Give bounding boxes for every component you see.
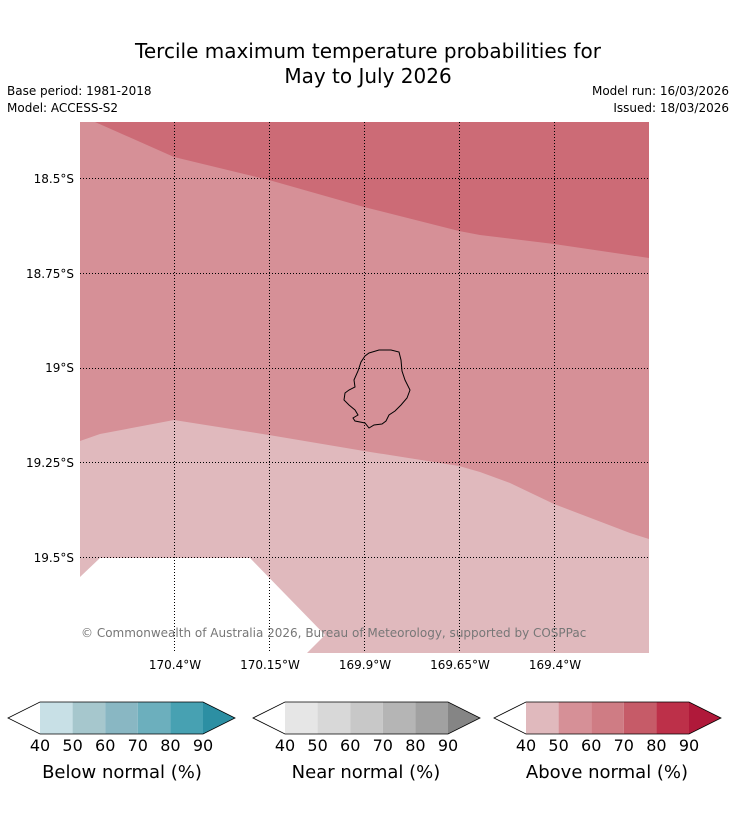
lat-label-4: 19.25°S [26, 456, 74, 470]
colorbar-near-normal: 40 50 60 70 80 90 Near normal (%) [252, 701, 481, 783]
colorbar-near-segment-2 [317, 702, 351, 734]
colorbar-above-tick-3: 60 [581, 736, 601, 755]
latitude-labels: 18.5°S 18.75°S 19°S 19.25°S 19.5°S [26, 172, 74, 565]
colorbar-near-segment-5 [415, 702, 448, 734]
colorbar-near-segment-3 [350, 702, 383, 734]
colorbar-near-tick-4: 70 [373, 736, 393, 755]
title-line-2: May to July 2026 [284, 64, 452, 88]
meta-right: Model run: 16/03/2026 Issued: 18/03/2026 [592, 83, 729, 117]
colorbar-below-tick-6: 90 [193, 736, 213, 755]
model-run: Model run: 16/03/2026 [591, 84, 729, 98]
colorbar-near-label: Near normal (%) [292, 762, 441, 783]
colorbar-near-outline [252, 701, 481, 735]
title-line-1: Tercile maximum temperature probabilitie… [135, 39, 601, 63]
colorbar-below-segment-2 [72, 702, 106, 734]
colorbar-below-tick-3: 60 [95, 736, 115, 755]
colorbar-above-segment-4 [623, 702, 657, 734]
colorbar-above-normal: 40 50 60 70 80 90 Above normal (%) [493, 701, 722, 783]
lat-label-2: 18.75°S [26, 267, 74, 281]
model-name: Model: ACCESS-S2 [7, 101, 119, 115]
colorbar-above-segment-5 [656, 702, 689, 734]
lon-label-1: 170.4°W [149, 658, 201, 672]
colorbar-near-tick-2: 50 [307, 736, 327, 755]
copyright-notice: © Commonwealth of Australia 2026, Bureau… [81, 626, 586, 640]
lat-label-1: 18.5°S [34, 172, 74, 186]
lat-label-3: 19°S [45, 361, 74, 375]
colorbar-near-segment-1 [285, 702, 318, 734]
colorbar-above-tick-4: 70 [614, 736, 634, 755]
colorbar-below-segment-1 [40, 702, 73, 734]
lon-label-3: 169.9°W [339, 658, 391, 672]
colorbar-above-tick-2: 50 [548, 736, 568, 755]
colorbar-near-tick-6: 90 [438, 736, 458, 755]
colorbar-above-high-extend [689, 702, 721, 734]
meta-left: Base period: 1981-2018 Model: ACCESS-S2 [7, 83, 152, 117]
colorbar-above-segment-2 [558, 702, 592, 734]
issued-date: Issued: 18/03/2026 [613, 101, 729, 115]
colorbar-below-label: Below normal (%) [42, 762, 202, 783]
colorbar-near-segment-4 [382, 702, 416, 734]
lon-label-4: 169.65°W [430, 658, 490, 672]
colorbar-above-tick-1: 40 [516, 736, 536, 755]
colorbar-below-segment-3 [105, 702, 138, 734]
base-period: Base period: 1981-2018 [7, 84, 152, 98]
colorbar-above-tick-6: 90 [679, 736, 699, 755]
lon-label-5: 169.4°W [529, 658, 581, 672]
colorbar-near-tick-3: 60 [340, 736, 360, 755]
colorbar-near-tick-1: 40 [275, 736, 295, 755]
colorbar-near-low-extend [253, 702, 285, 734]
colorbar-below-high-extend [203, 702, 235, 734]
chart-title: Tercile maximum temperature probabilitie… [0, 39, 736, 89]
colorbar-below-tick-1: 40 [30, 736, 50, 755]
map-area [80, 122, 649, 653]
colorbar-above-segment-1 [526, 702, 559, 734]
colorbar-below-segment-5 [170, 702, 203, 734]
colorbar-below-normal: 40 50 60 70 80 90 Below normal (%) [7, 701, 236, 783]
colorbar-above-outline [493, 701, 722, 735]
colorbar-below-low-extend [8, 702, 40, 734]
colorbar-above-low-extend [494, 702, 526, 734]
lon-label-2: 170.15°W [240, 658, 300, 672]
island-outline [343, 349, 411, 429]
colorbar-below-tick-2: 50 [62, 736, 82, 755]
longitude-labels: 170.4°W 170.15°W 169.9°W 169.65°W 169.4°… [149, 658, 581, 672]
colorbar-below-outline [7, 701, 236, 735]
colorbar-near-high-extend [448, 702, 480, 734]
lat-label-5: 19.5°S [34, 551, 74, 565]
colorbar-below-tick-4: 70 [128, 736, 148, 755]
colorbar-above-tick-5: 80 [646, 736, 666, 755]
colorbar-near-tick-5: 80 [405, 736, 425, 755]
zone-no-data [80, 558, 325, 653]
colorbar-above-label: Above normal (%) [526, 762, 688, 783]
colorbar-below-segment-4 [137, 702, 171, 734]
colorbar-above-segment-3 [591, 702, 624, 734]
colorbar-below-tick-5: 80 [160, 736, 180, 755]
gridlines [80, 122, 649, 653]
